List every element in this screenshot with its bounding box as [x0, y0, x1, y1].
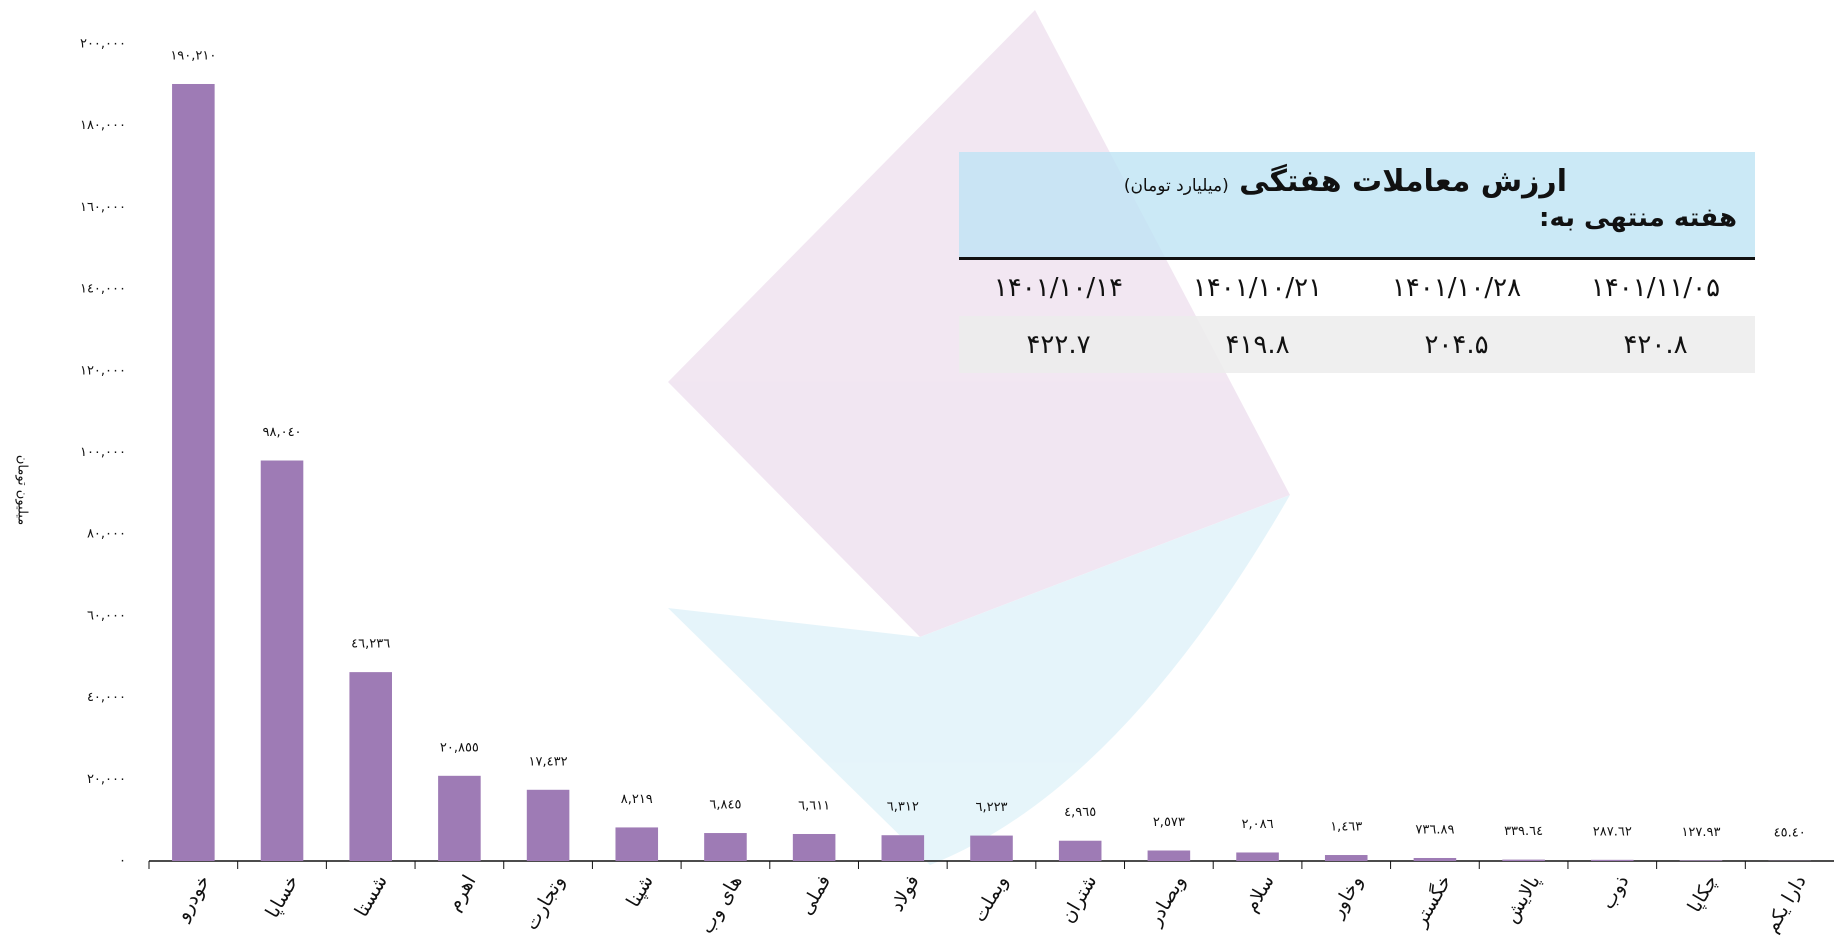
- value-label: ٢,٠٨٦: [1242, 817, 1274, 832]
- value-label: ٣٣٩.٦٤: [1504, 824, 1543, 839]
- value-label: ١٩٠,٢١٠: [170, 48, 216, 63]
- bar: [881, 835, 925, 861]
- x-tick-label: فولاد: [886, 871, 924, 915]
- x-tick-label: شپنا: [622, 871, 658, 911]
- table-subtitle: هفته منتهی به:: [1539, 203, 1737, 233]
- x-tick-label: خودرو: [171, 871, 215, 925]
- x-tick-label: های وب: [696, 871, 747, 937]
- table-title-line: ارزش معاملات هفتگی (میلیارد تومان): [977, 164, 1567, 199]
- x-tick-label: شتران: [1057, 871, 1102, 926]
- x-tick-label: سلام: [1240, 871, 1279, 916]
- y-tick-label: ١٢٠,٠٠٠: [80, 363, 126, 378]
- table-unit: (میلیارد تومان): [1123, 176, 1229, 196]
- table-title: ارزش معاملات هفتگی: [1239, 164, 1567, 199]
- value-row: ۴۲۰.۸ ۲۰۴.۵ ۴۱۹.۸ ۴۲۲.۷: [959, 316, 1755, 373]
- table-header: ارزش معاملات هفتگی (میلیارد تومان) هفته …: [959, 152, 1755, 260]
- date-cell: ۱۴۰۱/۱۰/۲۱: [1192, 273, 1323, 303]
- bar: [349, 672, 392, 861]
- y-tick-label: ١٠٠,٠٠٠: [80, 445, 126, 460]
- value-label: ٨,٢١٩: [621, 792, 653, 807]
- value-label: ٦,٨٤٥: [709, 798, 741, 813]
- value-cell: ۴۲۲.۷: [1026, 329, 1091, 360]
- bar: [526, 789, 570, 861]
- y-tick-label: ٢٠,٠٠٠: [87, 772, 126, 787]
- y-tick-label: ١٤٠,٠٠٠: [80, 282, 126, 297]
- y-tick-label: ١٦٠,٠٠٠: [80, 200, 126, 215]
- bar: [1591, 859, 1634, 861]
- bar: [615, 827, 659, 861]
- y-tick-label: ٢٠٠,٠٠٠: [80, 37, 126, 52]
- bar: [1147, 850, 1191, 861]
- date-cell: ۱۴۰۱/۱۰/۱۴: [993, 273, 1124, 303]
- y-tick-label: ١٨٠,٠٠٠: [80, 118, 126, 133]
- bar: [1324, 855, 1368, 861]
- value-label: ٤٥.٤٠: [1774, 825, 1806, 840]
- value-cell: ۴۱۹.۸: [1225, 329, 1290, 360]
- x-tick-label: دارا یکم: [1760, 871, 1810, 936]
- x-tick-label: وبصادر: [1143, 871, 1190, 930]
- x-tick-label: وبملت: [968, 871, 1012, 926]
- value-label: ٢,٥٧٣: [1153, 815, 1185, 830]
- x-tick-label: پالایش: [1500, 871, 1545, 927]
- value-cell: ۴۲۰.۸: [1623, 329, 1688, 360]
- bar: [438, 775, 481, 861]
- date-cell: ۱۴۰۱/۱۰/۲۸: [1391, 273, 1522, 303]
- bar: [172, 83, 215, 862]
- y-tick-label: ٨٠,٠٠٠: [87, 527, 126, 542]
- watermark-shape: [668, 495, 1290, 865]
- x-tick-label: وتجارت: [520, 871, 569, 934]
- bar: [260, 460, 304, 861]
- value-label: ١٢٧.٩٣: [1681, 825, 1720, 840]
- bar: [792, 833, 836, 861]
- value-label: ٦,٣١٢: [887, 800, 919, 815]
- x-tick-label: شستا: [351, 871, 392, 920]
- y-tick-label: ٤٠,٠٠٠: [87, 690, 126, 705]
- value-label: ٤٦,٢٣٦: [351, 637, 390, 652]
- x-tick-label: خگستر: [1408, 871, 1456, 931]
- bar: [1236, 852, 1279, 861]
- value-label: ٦,٢٢٣: [975, 800, 1007, 815]
- bar: [1679, 860, 1723, 861]
- bar: [1502, 859, 1545, 861]
- date-row: ۱۴۰۱/۱۱/۰۵ ۱۴۰۱/۱۰/۲۸ ۱۴۰۱/۱۰/۲۱ ۱۴۰۱/۱۰/۱۴: [959, 260, 1755, 316]
- bar: [704, 833, 747, 861]
- date-cell: ۱۴۰۱/۱۱/۰۵: [1590, 273, 1721, 303]
- y-tick-label: ٦٠,٠٠٠: [87, 608, 126, 623]
- value-label: ٧٣٦.٨٩: [1415, 822, 1454, 837]
- x-tick-label: چکاپا: [1683, 871, 1722, 916]
- bar: [1413, 857, 1457, 861]
- y-axis-label: میلیون تومان: [15, 455, 30, 525]
- x-tick-label: خساپا: [261, 871, 303, 921]
- value-label: ٤,٩٦٥: [1064, 805, 1096, 820]
- value-cell: ۲۰۴.۵: [1424, 329, 1489, 360]
- summary-table: ارزش معاملات هفتگی (میلیارد تومان) هفته …: [959, 152, 1755, 373]
- x-tick-label: ذوب: [1597, 871, 1634, 913]
- x-tick-label: فملی: [795, 871, 835, 919]
- value-label: ٦,٦١١: [798, 798, 830, 813]
- value-label: ٩٨,٠٤٠: [263, 425, 302, 440]
- y-tick-label: ٠: [119, 854, 126, 869]
- value-label: ١,٤٦٣: [1330, 820, 1362, 835]
- bar: [1058, 840, 1102, 861]
- x-tick-label: وخاور: [1325, 871, 1367, 922]
- x-tick-label: اهرم: [443, 871, 481, 915]
- watermark: [668, 10, 1290, 865]
- value-label: ٢٨٧.٦٢: [1593, 824, 1632, 839]
- value-label: ٢٠,٨٥٥: [440, 740, 479, 755]
- value-label: ١٧,٤٣٢: [529, 754, 568, 769]
- bar: [970, 835, 1013, 861]
